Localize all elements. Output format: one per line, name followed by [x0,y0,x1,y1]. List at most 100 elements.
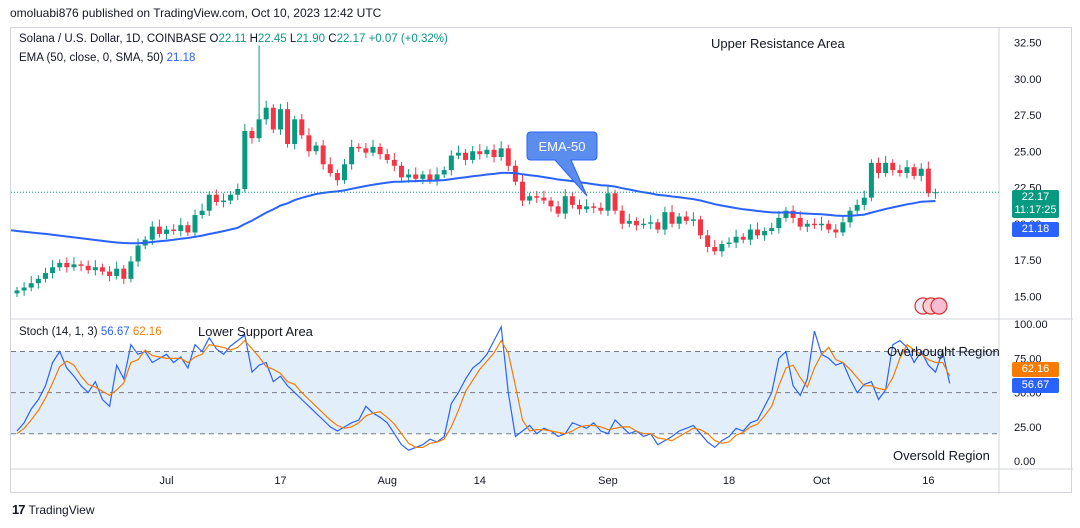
candle-body [491,149,497,158]
candle-body [527,196,533,201]
candle-body [149,226,155,240]
candle-body [876,162,882,173]
stoch-axis-tick: 100.00 [1014,319,1048,331]
symbol-title[interactable]: Solana / U.S. Dollar, 1D, COINBASE [19,33,207,45]
ema-legend-label: EMA (50, close, 0, SMA, 50) [19,52,164,64]
candle-body [569,196,575,205]
candle-body [199,210,205,216]
candle-body [762,231,768,236]
low-label: L [289,33,297,45]
candle-body [576,204,582,210]
ema-legend-value: 21.18 [166,52,196,64]
price-axis-tick: 32.50 [1014,38,1042,50]
candle-body [705,235,711,247]
candle-body [626,220,632,224]
open-value: 22.11 [218,33,247,45]
candle-body [263,107,269,120]
open-label: O [209,33,219,45]
stoch-d-tag-value: 62.16 [1021,363,1050,375]
candle-body [811,223,817,226]
candle-body [128,261,134,279]
candle-body [50,267,56,274]
candle-body [669,212,675,224]
high-label: H [249,33,258,45]
stoch-legend-label: Stoch (14, 1, 3) [19,326,98,338]
candle-body [171,229,177,231]
candle-body [868,162,874,198]
candle-body [213,194,219,202]
candle-body [562,196,568,214]
time-axis-tick: Jul [159,475,173,487]
ema-price-tag: 21.18 [1012,222,1059,237]
ema-legend[interactable]: EMA (50, close, 0, SMA, 50) 21.18 [19,52,195,64]
stoch-d-line[interactable] [16,339,951,448]
candle-body [242,130,248,189]
candle-body [641,223,647,226]
candle-body [498,148,504,158]
candle-body [769,228,775,231]
chart-canvas[interactable]: 32.5030.0027.5025.0022.5020.0017.5015.00… [11,28,1073,494]
stoch-legend[interactable]: Stoch (14, 1, 3) 56.67 62.16 [19,326,162,338]
candle-body [114,268,120,276]
candle-body [448,155,454,171]
candle-body [178,225,184,231]
candle-body [349,146,355,165]
countdown-value: 11:17:25 [1014,204,1057,216]
ema-50-callout-bubble[interactable] [526,131,598,197]
candle-body [783,210,789,218]
candle-body [292,119,298,144]
candle-body [904,167,910,173]
candle-body [299,119,305,136]
stoch-k-tag: 56.67 [1012,378,1059,393]
time-axis-tick: 17 [274,475,286,487]
candle-body [484,149,490,155]
tradingview-logo-icon: 17 [12,502,26,517]
ema-50-line[interactable] [11,171,936,245]
candle-body [548,200,554,207]
candle-body [740,236,746,240]
low-value: 21.90 [296,33,326,45]
candle-body [85,265,91,271]
candle-body [78,264,84,266]
candle-body [477,151,483,155]
candle-body [377,146,383,155]
candle-body [156,226,162,234]
time-axis-tick: Sep [598,475,618,487]
candle-body [57,262,63,268]
candle-body [890,162,896,171]
candle-body [363,148,369,153]
candle-body [370,146,376,153]
candle-body [92,267,98,271]
candle-body [270,107,276,130]
stoch-k-legend-value: 56.67 [100,326,130,338]
candle-body [107,271,113,276]
candle-body [712,246,718,252]
stoch-k-line[interactable] [16,324,951,451]
oversold-label: Oversold Region [893,448,990,463]
candle-body [505,148,511,166]
candle-body [840,222,846,233]
candle-body [733,236,739,243]
chart-frame[interactable]: 32.5030.0027.5025.0022.5020.0017.5015.00… [10,27,1073,494]
brand-name: TradingView [28,502,95,517]
candle-body [804,223,810,227]
candle-body [605,193,611,211]
last-price-value: 22.17 [1021,191,1050,203]
candle-body [384,154,390,160]
price-axis-tick: 25.00 [1014,146,1042,158]
footer-brand[interactable]: 17 TradingView [12,502,95,517]
candle-body [797,217,803,227]
last-price-tag: 22.17 11:17:25 [1012,190,1059,218]
time-axis-tick: 16 [922,475,934,487]
candle-body [819,223,825,226]
events-icon[interactable] [914,297,948,315]
candle-body [776,217,782,229]
candle-body [228,194,234,201]
candle-body [925,168,931,194]
candle-body [754,229,760,236]
candle-body [932,192,938,194]
candle-body [591,206,597,208]
candle-body [441,170,447,175]
candle-body [334,173,340,181]
candle-body [313,145,319,152]
